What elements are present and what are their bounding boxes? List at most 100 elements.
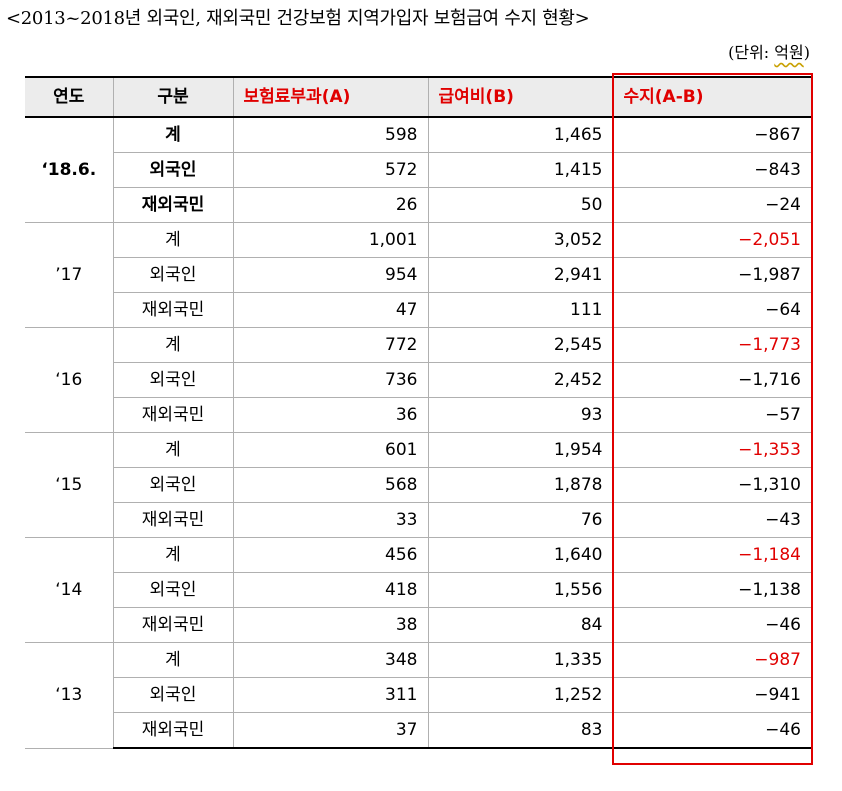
header-premium: 보험료부과(A) — [232, 76, 429, 118]
premium-cell: 572 — [232, 152, 429, 188]
benefit-cell: 84 — [427, 607, 614, 643]
table-row: 재외국민 38 84 −46 — [25, 607, 811, 643]
category-cell: 재외국민 — [112, 292, 234, 328]
balance-cell: −24 — [612, 187, 811, 223]
balance-cell: −1,184 — [612, 537, 811, 573]
benefit-cell: 1,954 — [427, 432, 614, 468]
category-cell: 계 — [112, 432, 234, 468]
category-cell: 외국인 — [112, 467, 234, 503]
balance-cell: −1,353 — [612, 432, 811, 468]
category-cell: 계 — [112, 116, 234, 153]
table-row: ‘15 계 601 1,954 −1,353 — [25, 432, 811, 538]
premium-cell: 37 — [232, 712, 429, 749]
category-cell: 외국인 — [112, 362, 234, 398]
balance-cell: −1,138 — [612, 572, 811, 608]
year-cell: ‘13 — [25, 642, 114, 749]
header-category: 구분 — [112, 76, 234, 118]
benefit-cell: 1,878 — [427, 467, 614, 503]
unit-label: (단위: 억원) — [728, 39, 810, 63]
balance-cell: −1,310 — [612, 467, 811, 503]
table-row: 재외국민 33 76 −43 — [25, 502, 811, 538]
year-cell: ‘16 — [25, 327, 114, 433]
header-row: 연도 구분 보험료부과(A) 급여비(B) 수지(A-B) — [25, 76, 811, 118]
table-row: 외국인 311 1,252 −941 — [25, 677, 811, 713]
year-cell: ’17 — [25, 222, 114, 328]
unit-word: 억원 — [774, 43, 804, 62]
balance-cell: −46 — [612, 607, 811, 643]
benefit-cell: 1,335 — [427, 642, 614, 678]
balance-cell: −46 — [612, 712, 811, 749]
category-cell: 재외국민 — [112, 187, 234, 223]
balance-cell: −1,987 — [612, 257, 811, 293]
unit-suffix: ) — [803, 43, 810, 62]
balance-cell: −941 — [612, 677, 811, 713]
benefit-cell: 2,452 — [427, 362, 614, 398]
category-cell: 재외국민 — [112, 607, 234, 643]
table-row: 외국인 418 1,556 −1,138 — [25, 572, 811, 608]
table-body: ‘18.6. 계 598 1,465 −867 외국인 572 1,415 −843 재외국민 26… — [25, 116, 811, 749]
balance-cell: −57 — [612, 397, 811, 433]
premium-cell: 33 — [232, 502, 429, 538]
benefit-cell: 2,941 — [427, 257, 614, 293]
category-cell: 외국인 — [112, 677, 234, 713]
premium-cell: 348 — [232, 642, 429, 678]
table-row: ’17 계 1,001 3,052 −2,051 — [25, 222, 811, 328]
year-cell: ‘18.6. — [25, 116, 114, 223]
category-cell: 재외국민 — [112, 502, 234, 538]
premium-cell: 772 — [232, 327, 429, 363]
premium-cell: 954 — [232, 257, 429, 293]
benefit-cell: 111 — [427, 292, 614, 328]
table-row: 외국인 954 2,941 −1,987 — [25, 257, 811, 293]
balance-cell: −2,051 — [612, 222, 811, 258]
category-cell: 재외국민 — [112, 712, 234, 749]
table-row: ‘13 계 348 1,335 −987 — [25, 642, 811, 749]
benefit-cell: 2,545 — [427, 327, 614, 363]
balance-cell: −987 — [612, 642, 811, 678]
benefit-cell: 1,465 — [427, 116, 614, 153]
benefit-cell: 83 — [427, 712, 614, 749]
benefit-cell: 3,052 — [427, 222, 614, 258]
balance-cell: −843 — [612, 152, 811, 188]
benefit-cell: 1,415 — [427, 152, 614, 188]
table-row: 외국인 572 1,415 −843 — [25, 152, 811, 188]
category-cell: 계 — [112, 327, 234, 363]
premium-cell: 568 — [232, 467, 429, 503]
premium-cell: 456 — [232, 537, 429, 573]
year-cell: ‘14 — [25, 537, 114, 643]
header-benefit: 급여비(B) — [427, 76, 614, 118]
balance-cell: −1,773 — [612, 327, 811, 363]
premium-cell: 601 — [232, 432, 429, 468]
category-cell: 외국인 — [112, 572, 234, 608]
header-balance: 수지(A-B) — [612, 76, 811, 118]
benefit-cell: 1,640 — [427, 537, 614, 573]
benefit-cell: 1,556 — [427, 572, 614, 608]
year-cell: ‘15 — [25, 432, 114, 538]
premium-cell: 38 — [232, 607, 429, 643]
category-cell: 외국인 — [112, 257, 234, 293]
category-cell: 계 — [112, 222, 234, 258]
premium-cell: 736 — [232, 362, 429, 398]
table-row: 재외국민 37 83 −46 — [25, 712, 811, 749]
header-year: 연도 — [25, 76, 114, 118]
balance-table: 연도 구분 보험료부과(A) 급여비(B) 수지(A-B) ‘18.6. 계 598… — [25, 76, 811, 749]
table-row: 외국인 736 2,452 −1,716 — [25, 362, 811, 398]
premium-cell: 47 — [232, 292, 429, 328]
category-cell: 계 — [112, 537, 234, 573]
table-row: 재외국민 36 93 −57 — [25, 397, 811, 433]
balance-cell: −1,716 — [612, 362, 811, 398]
premium-cell: 36 — [232, 397, 429, 433]
premium-cell: 598 — [232, 116, 429, 153]
table-title: <2013~2018년 외국인, 재외국민 건강보험 지역가입자 보험급여 수지… — [6, 8, 590, 29]
premium-cell: 26 — [232, 187, 429, 223]
benefit-cell: 1,252 — [427, 677, 614, 713]
category-cell: 계 — [112, 642, 234, 678]
premium-cell: 311 — [232, 677, 429, 713]
balance-cell: −43 — [612, 502, 811, 538]
table-row: ‘18.6. 계 598 1,465 −867 — [25, 116, 811, 223]
benefit-cell: 76 — [427, 502, 614, 538]
table-row: 재외국민 26 50 −24 — [25, 187, 811, 223]
benefit-cell: 93 — [427, 397, 614, 433]
balance-cell: −64 — [612, 292, 811, 328]
category-cell: 외국인 — [112, 152, 234, 188]
table-row: 재외국민 47 111 −64 — [25, 292, 811, 328]
